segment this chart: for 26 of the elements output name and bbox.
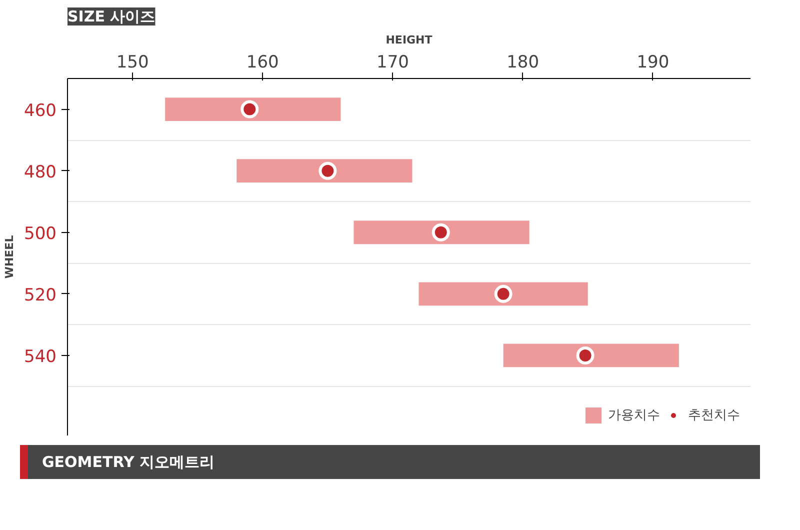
y-tick-label: 500 — [24, 224, 57, 244]
y-tick-label: 540 — [24, 346, 57, 367]
x-tick-label: 180 — [506, 52, 540, 72]
chart-title: SIZE 사이즈 — [68, 8, 156, 26]
legend-label: 가용치수 — [608, 407, 660, 424]
x-axis-title: HEIGHT — [386, 34, 433, 46]
x-tick-label: 170 — [376, 52, 409, 72]
y-tick-label: 460 — [24, 100, 57, 121]
point — [494, 284, 512, 303]
text: GEOMETRY 지오메트리 — [42, 452, 215, 473]
point — [240, 100, 259, 118]
bar — [236, 159, 412, 183]
bar — [165, 98, 341, 121]
legend-label: 추천치수 — [688, 407, 740, 424]
x-tick-label: 150 — [116, 52, 149, 72]
point — [432, 223, 450, 242]
y-axis-title: WHEEL — [3, 235, 16, 279]
y-tick-label: 520 — [24, 285, 57, 306]
x-tick-label: 160 — [246, 52, 279, 72]
bar — [354, 220, 530, 244]
bar — [503, 344, 679, 368]
x-tick-label: 190 — [636, 52, 670, 72]
y-tick-label: 480 — [24, 162, 57, 182]
point — [576, 346, 594, 364]
bar — [418, 282, 588, 306]
point — [318, 162, 337, 180]
